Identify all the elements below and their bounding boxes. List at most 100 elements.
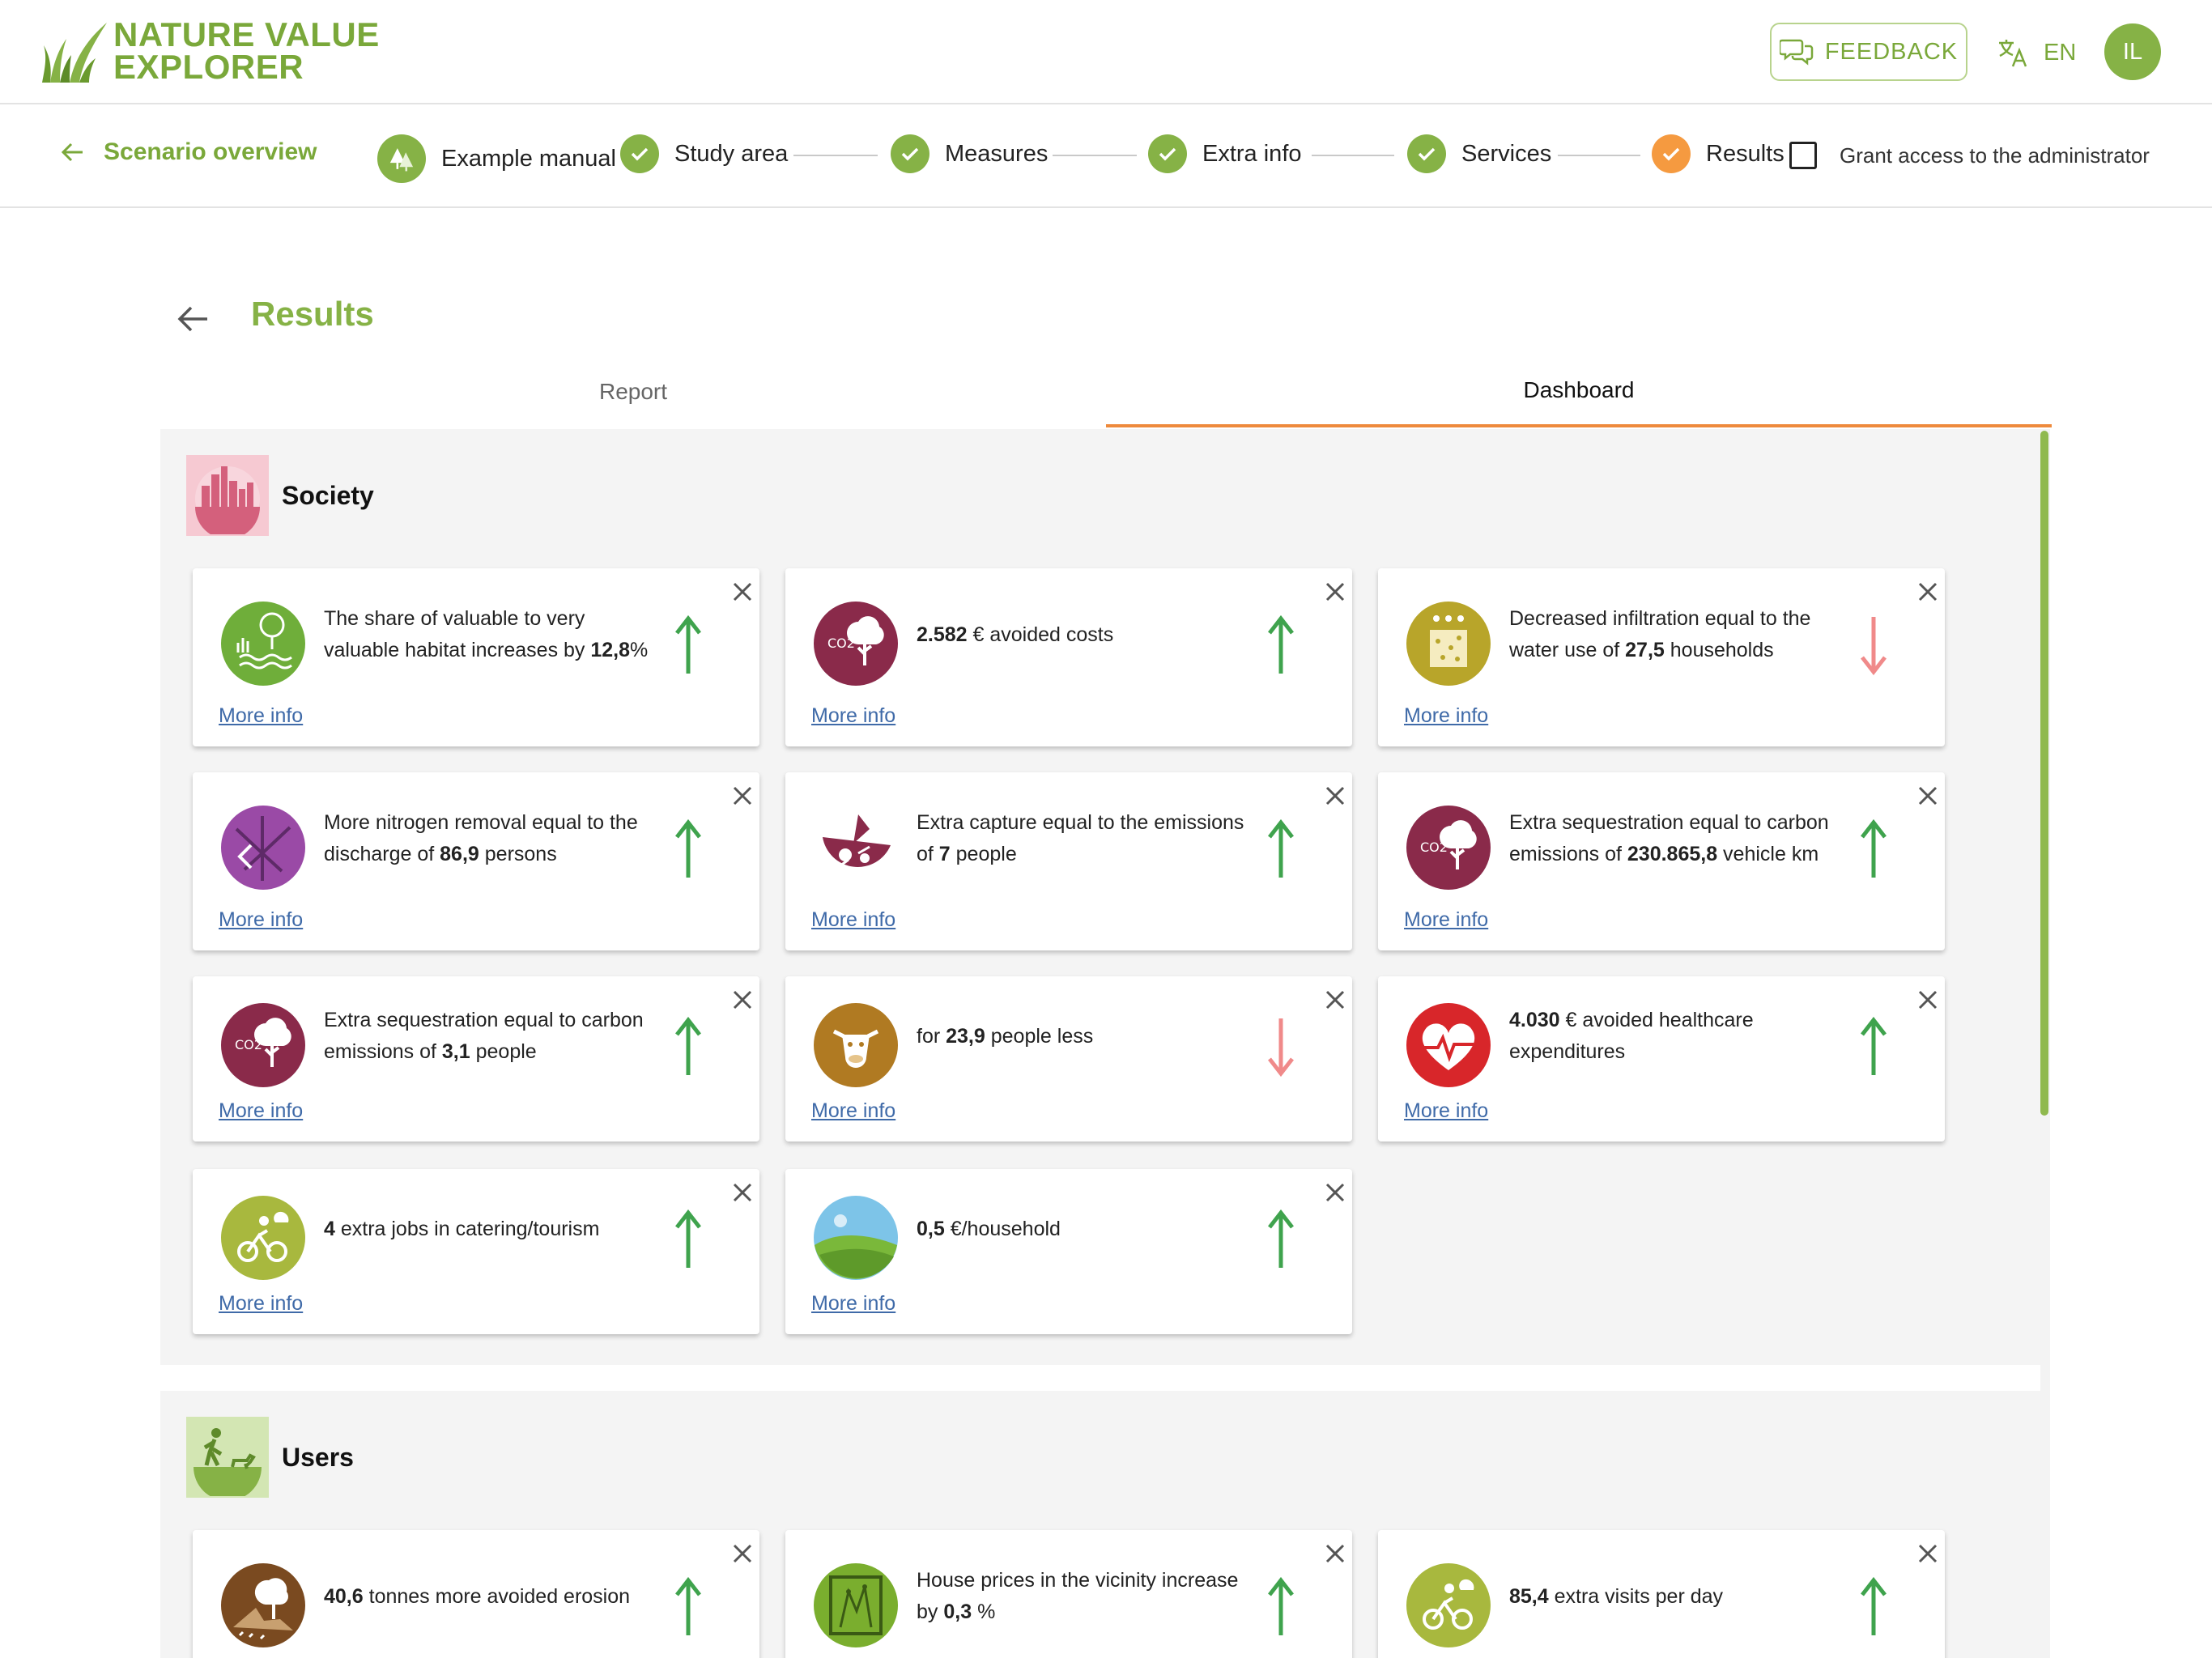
card-icon <box>1406 601 1491 687</box>
result-card: 4.030 € avoided healthcare expenditures … <box>1378 976 1945 1141</box>
result-card: More nitrogen removal equal to the disch… <box>193 772 759 950</box>
cow-icon <box>814 1003 898 1087</box>
step-extra-info[interactable]: Extra info <box>1148 134 1302 173</box>
more-info-link[interactable]: More info <box>811 1099 896 1122</box>
trend-up-arrow-icon <box>1268 1577 1294 1635</box>
close-icon[interactable] <box>1325 581 1346 602</box>
trend-up-arrow-icon <box>1268 1209 1294 1268</box>
avatar-initials: IL <box>2122 38 2143 65</box>
card-text: for 23,9 people less <box>917 1024 1094 1048</box>
tab-report-label: Report <box>598 379 668 404</box>
step-label: Measures <box>945 140 1049 167</box>
step-connector <box>1053 155 1137 156</box>
card-icon <box>813 1195 899 1281</box>
trees-icon <box>389 148 414 172</box>
card-text: House prices in the vicinity increase by… <box>917 1569 1239 1623</box>
close-icon[interactable] <box>1325 989 1346 1010</box>
step-results[interactable]: Results <box>1652 134 1784 173</box>
more-info-link[interactable]: More info <box>811 908 896 931</box>
close-icon[interactable] <box>732 1543 753 1564</box>
capture-icon <box>823 814 891 869</box>
step-example-manual[interactable]: Example manual <box>377 134 616 183</box>
more-info-link[interactable]: More info <box>219 1292 304 1315</box>
result-card: 40,6 tonnes more avoided erosion More in… <box>193 1530 759 1658</box>
close-icon[interactable] <box>732 581 753 602</box>
step-label: Services <box>1461 140 1552 167</box>
trend-up-arrow-icon <box>675 819 701 878</box>
language-selector[interactable]: EN <box>1997 32 2076 73</box>
more-info-link[interactable]: More info <box>1404 1099 1489 1122</box>
tab-report[interactable]: Report <box>160 356 1106 427</box>
scrollbar-thumb[interactable] <box>2040 431 2048 1116</box>
close-icon[interactable] <box>1325 1543 1346 1564</box>
checkbox-box[interactable] <box>1789 142 1817 169</box>
section-header: Society <box>186 455 374 536</box>
more-info-link[interactable]: More info <box>1404 704 1489 727</box>
section-icon-box <box>186 455 269 536</box>
card-value: 4.030 <box>1509 1009 1560 1031</box>
scenario-overview-label: Scenario overview <box>104 138 317 165</box>
section-icon-box <box>186 1417 269 1498</box>
close-icon[interactable] <box>1325 1182 1346 1203</box>
step-study-area[interactable]: Study area <box>620 134 788 173</box>
result-card: Extra capture equal to the emissions of … <box>785 772 1352 950</box>
step-connector <box>1312 155 1394 156</box>
tab-dashboard[interactable]: Dashboard <box>1106 356 2052 427</box>
back-arrow-icon[interactable] <box>175 303 211 335</box>
scenario-overview-link[interactable]: Scenario overview <box>60 138 317 166</box>
feedback-button[interactable]: FEEDBACK <box>1770 23 1967 81</box>
more-info-link[interactable]: More info <box>811 1292 896 1315</box>
top-bar: NATURE VALUE EXPLORER FEEDBACK EN IL <box>0 0 2212 104</box>
close-icon[interactable] <box>732 785 753 806</box>
city-icon <box>195 466 260 534</box>
result-card: CO2 Extra sequestration equal to carbon … <box>1378 772 1945 950</box>
close-icon[interactable] <box>732 1182 753 1203</box>
infiltration-icon <box>1406 602 1491 686</box>
card-value: 27,5 <box>1625 639 1665 661</box>
section-header: Users <box>186 1417 354 1498</box>
step-done-badge <box>1407 134 1446 173</box>
close-icon[interactable] <box>1325 785 1346 806</box>
card-icon: CO2 <box>1406 805 1491 891</box>
card-text: 4 extra jobs in catering/tourism <box>324 1217 600 1240</box>
grant-access-checkbox[interactable]: Grant access to the administrator <box>1789 142 2150 169</box>
step-measures[interactable]: Measures <box>891 134 1048 173</box>
more-info-link[interactable]: More info <box>219 704 304 727</box>
check-icon <box>1662 147 1680 161</box>
dashboard-panel[interactable]: Society The share of valuable to very va… <box>160 429 2052 1658</box>
card-icon <box>813 1562 899 1648</box>
check-icon <box>631 147 649 161</box>
close-icon[interactable] <box>1917 989 1938 1010</box>
user-avatar[interactable]: IL <box>2104 23 2161 80</box>
grant-access-label: Grant access to the administrator <box>1840 142 2150 168</box>
close-icon[interactable] <box>1917 1543 1938 1564</box>
check-icon <box>1159 147 1176 161</box>
more-info-link[interactable]: More info <box>219 1099 304 1122</box>
co2-tree-icon: CO2 <box>221 1003 305 1087</box>
more-info-link[interactable]: More info <box>811 704 896 727</box>
page-title: Results <box>251 295 374 333</box>
logo[interactable]: NATURE VALUE EXPLORER <box>39 18 380 84</box>
step-services[interactable]: Services <box>1407 134 1551 173</box>
check-icon <box>1418 147 1436 161</box>
close-icon[interactable] <box>732 989 753 1010</box>
logo-line-1: NATURE VALUE <box>113 15 380 53</box>
landscape-icon <box>814 1196 898 1280</box>
close-icon[interactable] <box>1917 581 1938 602</box>
more-info-link[interactable]: More info <box>1404 908 1489 931</box>
close-icon[interactable] <box>1917 785 1938 806</box>
trend-up-arrow-icon <box>675 1577 701 1635</box>
logo-line-2: EXPLORER <box>113 48 304 86</box>
heart-icon <box>1406 1003 1491 1087</box>
trend-up-arrow-icon <box>1861 1017 1887 1075</box>
section-users: Users 40,6 tonnes more avoided erosion M… <box>160 1391 2040 1658</box>
card-text: Extra sequestration equal to carbon emis… <box>1509 811 1829 865</box>
step-label: Extra info <box>1202 140 1302 167</box>
tab-dashboard-label: Dashboard <box>1523 377 1635 402</box>
card-value: 23,9 <box>946 1024 985 1048</box>
more-info-link[interactable]: More info <box>219 908 304 931</box>
result-card: The share of valuable to very valuable h… <box>193 568 759 746</box>
feedback-label: FEEDBACK <box>1824 38 1959 65</box>
language-label: EN <box>2044 39 2077 66</box>
card-value: 0,3 <box>943 1601 972 1623</box>
